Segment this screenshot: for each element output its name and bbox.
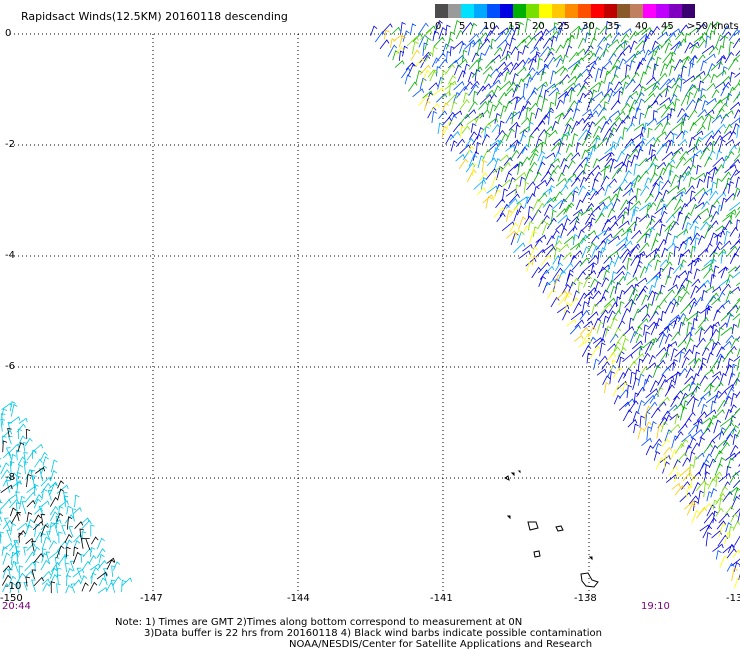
y-label-6: -6 — [5, 361, 15, 372]
y-label-2: -2 — [5, 139, 15, 150]
legend-swatch — [669, 4, 682, 18]
legend-label: 25 — [557, 21, 570, 32]
island — [504, 475, 510, 481]
time-left: 20:44 — [2, 601, 31, 612]
marquesas-islands — [504, 470, 599, 588]
y-label-4: -4 — [5, 250, 15, 261]
legend-swatch — [487, 4, 500, 18]
y-label-0: 0 — [5, 28, 12, 39]
island — [527, 521, 539, 531]
wind-barbs — [406, 29, 740, 539]
chart-title: Rapidsact Winds(12.5KM) 20160118 descend… — [21, 10, 288, 23]
legend-swatch — [565, 4, 578, 18]
legend-label: >50 knots — [687, 21, 739, 32]
legend-swatch — [656, 4, 669, 18]
x-label-150: -150 — [0, 593, 23, 604]
island — [517, 470, 521, 474]
x-label-135: -13 — [726, 593, 740, 604]
legend-swatch — [539, 4, 552, 18]
note-line-1: Note: 1) Times are GMT 2)Times along bot… — [115, 617, 523, 628]
x-label-138: -138 — [574, 593, 597, 604]
legend-swatch — [604, 4, 617, 18]
wind-barbs — [384, 29, 738, 581]
island — [580, 572, 599, 588]
legend-swatch — [617, 4, 630, 18]
legend-swatch — [591, 4, 604, 18]
legend-swatch — [513, 4, 526, 18]
legend-swatch — [578, 4, 591, 18]
wind-barbs — [0, 428, 116, 594]
legend-label: 30 — [582, 21, 595, 32]
time-right: 19:10 — [641, 601, 670, 612]
legend-swatch — [526, 4, 539, 18]
x-label-141: -141 — [430, 593, 453, 604]
wind-barbs — [0, 400, 133, 594]
legend-label: 35 — [607, 21, 620, 32]
wind-barb-swath-west — [0, 400, 133, 594]
wind-barbs — [391, 18, 740, 502]
legend-swatch — [630, 4, 643, 18]
legend-swatch — [552, 4, 565, 18]
legend-swatch — [448, 4, 461, 18]
legend-swatch — [461, 4, 474, 18]
y-label-10: -10 — [5, 581, 22, 592]
island — [533, 550, 541, 558]
legend-label: 45 — [661, 21, 674, 32]
legend-label: 10 — [483, 21, 496, 32]
legend-swatch — [682, 4, 695, 18]
wind-barbs — [395, 46, 740, 589]
island — [506, 515, 511, 520]
legend-swatch — [643, 4, 656, 18]
legend-label: 0 — [435, 21, 442, 32]
wind-barbs — [374, 22, 740, 572]
lat-lon-grid — [10, 33, 740, 595]
wind-speed-legend: 0 5 10 15 20 25 30 35 40 45 >50 knots — [435, 4, 740, 34]
legend-swatch — [435, 4, 448, 18]
island — [510, 472, 515, 477]
island — [588, 556, 593, 561]
x-label-144: -144 — [287, 593, 310, 604]
legend-label: 15 — [508, 21, 521, 32]
legend-label: 5 — [459, 21, 466, 32]
wind-barb-swath-east — [370, 18, 740, 589]
legend-label: 40 — [635, 21, 648, 32]
legend-label: 20 — [532, 21, 545, 32]
note-line-3: NOAA/NESDIS/Center for Satellite Applica… — [289, 639, 593, 650]
legend-swatch — [500, 4, 513, 18]
legend-swatch — [474, 4, 487, 18]
y-label-8: -8 — [5, 472, 15, 483]
island — [555, 525, 564, 532]
x-label-147: -147 — [140, 593, 163, 604]
note-line-2: 3)Data buffer is 22 hrs from 20160118 4)… — [144, 628, 602, 639]
